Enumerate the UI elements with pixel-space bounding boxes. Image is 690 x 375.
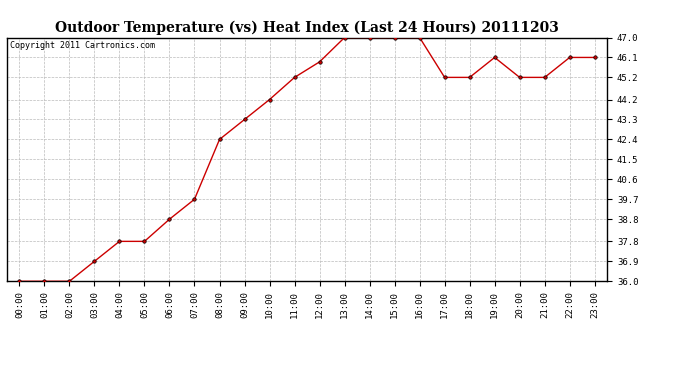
Title: Outdoor Temperature (vs) Heat Index (Last 24 Hours) 20111203: Outdoor Temperature (vs) Heat Index (Las… — [55, 21, 559, 35]
Text: Copyright 2011 Cartronics.com: Copyright 2011 Cartronics.com — [10, 41, 155, 50]
